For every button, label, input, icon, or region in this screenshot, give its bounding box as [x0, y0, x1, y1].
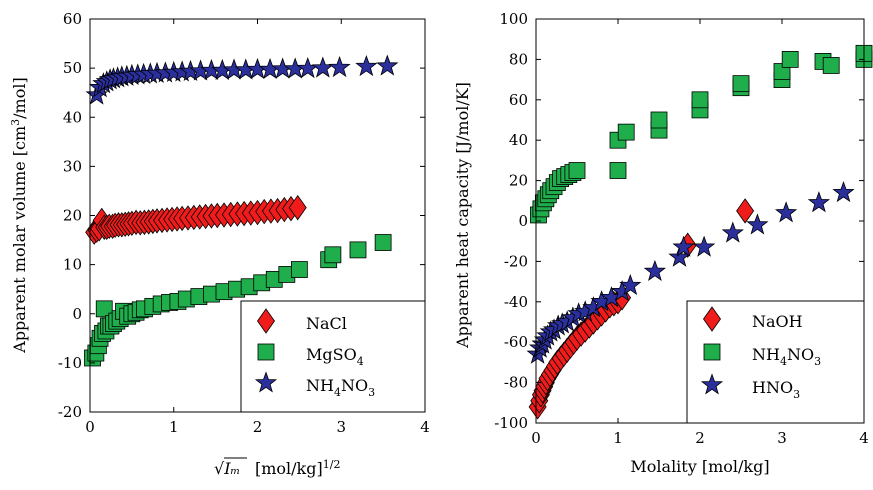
left-x-axis-label-math: √Iₘ	[214, 459, 240, 478]
left-y-axis-label: Apparent molar volume [cm3/mol]	[9, 77, 29, 353]
left-legend-label-nacl: NaCl	[306, 314, 347, 333]
right-y-axis-label: Apparent heat capacity [J/mol/K]	[453, 82, 472, 349]
left-star-point-nh4no3	[328, 55, 351, 78]
right-star-point-hno3	[692, 235, 716, 257]
right-legend-label-naoh: NaOH	[752, 312, 803, 331]
left-x-tick-label: 4	[420, 418, 430, 436]
left-x-tick-label: 3	[336, 418, 346, 436]
left-series-mgso4	[84, 234, 392, 367]
right-square-point-nh4no3	[732, 75, 750, 93]
left-y-tick-label: -20	[58, 403, 82, 421]
right-y-tick-label: 100	[499, 10, 528, 28]
left-legend: NaCl MgSO4 NH4NO3	[240, 300, 426, 413]
right-x-tick-label: 0	[531, 429, 541, 447]
right-star-point-hno3	[746, 213, 769, 235]
right-star-point-hno3	[807, 191, 831, 213]
left-x-tick-label: 0	[85, 418, 95, 436]
right-y-tick-label: 0	[518, 212, 528, 230]
left-y-tick-label: 60	[63, 10, 82, 28]
left-y-tick-label: 50	[63, 59, 82, 77]
right-star-point-hno3	[721, 221, 744, 243]
left-x-tick-label: 1	[169, 418, 179, 436]
right-star-point-hno3	[672, 235, 695, 257]
right-square-point-nh4no3	[609, 162, 627, 179]
left-legend-marker-nacl	[257, 308, 275, 334]
right-x-tick-label: 3	[777, 429, 787, 447]
right-x-tick-label: 2	[695, 429, 705, 447]
left-legend-label-nh4no3: NH4NO3	[306, 376, 375, 399]
left-star-point-nh4no3	[311, 56, 334, 78]
right-series-nh4no3	[530, 44, 873, 224]
left-square-point-mgso4	[95, 300, 113, 318]
right-star-point-hno3	[774, 201, 798, 223]
chart-right: 0 1 2 3 4 -100 -80 -60 -40 -20 0 20 40 60 80 100 NaOH N…	[453, 10, 873, 476]
right-legend-label-nh4no3: NH4NO3	[752, 345, 821, 368]
right-legend: NaOH NH4NO3 HNO3	[686, 300, 865, 424]
left-y-tick-label: 0	[72, 305, 82, 323]
left-square-point-mgso4	[290, 261, 308, 278]
left-y-tick-label: -10	[58, 354, 82, 372]
right-x-axis-label: Molality [mol/kg]	[630, 457, 769, 476]
right-y-tick-label: -80	[504, 374, 528, 392]
right-star-point-hno3	[619, 273, 642, 296]
chart-left: 0 1 2 3 4 -20 -10 0 10 20 30 40 50 60 NaCl MgSO4 NH4N…	[9, 10, 430, 478]
left-y-tick-label: 10	[63, 256, 82, 274]
left-square-point-mgso4	[349, 241, 367, 259]
right-square-point-nh4no3	[568, 162, 586, 179]
left-x-axis-label: √Iₘ [mol/kg]1/2	[214, 457, 340, 478]
right-y-tick-label: 80	[509, 50, 528, 68]
right-y-tick-label: -100	[494, 414, 528, 432]
right-y-tick-label: 20	[509, 172, 528, 190]
right-x-tick-label: 4	[859, 429, 869, 447]
right-star-point-hno3	[832, 181, 855, 203]
right-square-point-nh4no3	[822, 57, 840, 74]
left-star-point-nh4no3	[355, 54, 378, 77]
right-y-tick-label: -20	[504, 252, 528, 270]
left-x-tick-label: 2	[253, 418, 263, 436]
left-legend-label-mgso4: MgSO4	[306, 345, 364, 368]
left-square-point-mgso4	[374, 234, 392, 251]
right-y-tick-label: 40	[509, 131, 528, 149]
right-axis-ticks: 0 1 2 3 4 -100 -80 -60 -40 -20 0 20 40 60 80 100	[494, 10, 868, 447]
right-legend-label-hno3: HNO3	[752, 378, 800, 401]
left-series-nacl	[85, 194, 307, 245]
right-star-point-hno3	[643, 259, 667, 281]
left-legend-marker-mgso4	[257, 343, 275, 361]
right-legend-markers	[700, 306, 724, 395]
left-legend-marker-nh4no3	[254, 371, 278, 393]
right-square-point-nh4no3	[691, 91, 709, 109]
left-y-tick-label: 40	[63, 108, 82, 126]
left-y-tick-label: 30	[63, 157, 82, 175]
right-y-tick-label: 60	[509, 91, 528, 109]
right-legend-marker-naoh	[703, 306, 721, 332]
right-square-point-nh4no3	[650, 111, 668, 129]
right-y-tick-label: -60	[504, 333, 528, 351]
right-diamond-point-naoh	[736, 198, 755, 224]
left-star-point-nh4no3	[376, 54, 399, 76]
left-y-tick-label: 20	[63, 207, 82, 225]
left-x-axis-label-units: [mol/kg]1/2	[255, 458, 340, 478]
right-series-hno3	[526, 181, 855, 364]
right-x-tick-label: 1	[613, 429, 623, 447]
right-legend-marker-hno3	[700, 373, 724, 395]
right-legend-marker-nh4no3	[703, 343, 721, 361]
right-square-point-nh4no3	[781, 51, 799, 68]
right-y-tick-label: -40	[504, 293, 528, 311]
right-data-marks	[526, 44, 873, 420]
left-series-nh4no3	[85, 54, 399, 105]
right-square-point-nh4no3	[617, 123, 635, 141]
left-diamond-point-nacl	[288, 194, 307, 221]
left-data-marks	[84, 54, 399, 367]
left-square-point-mgso4	[324, 246, 342, 264]
left-legend-markers	[254, 308, 278, 393]
